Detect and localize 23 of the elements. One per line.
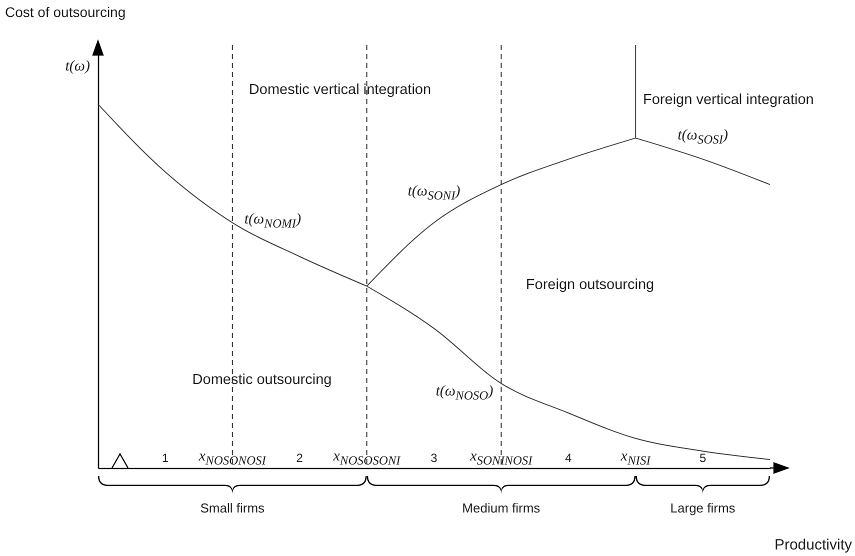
- series-label: t(ω$_{SOSI}$): [678, 127, 728, 146]
- annotation: Domestic outsourcing: [192, 372, 332, 388]
- x-tick-label: 4: [565, 451, 572, 465]
- text: Large firms: [670, 500, 736, 516]
- chart-title: Cost of outsourcing: [5, 4, 126, 20]
- annotation: Foreign vertical integration: [643, 92, 814, 108]
- text: Small firms: [200, 500, 265, 516]
- x-tick-label: x$_{NOSOSONI}$: [333, 448, 400, 468]
- x-axis-title: Productivity: [774, 536, 852, 554]
- x-tick-label: 3: [430, 451, 438, 465]
- series-label: t(ω$_{SONI}$): [408, 182, 460, 202]
- y-axis-title: t(ω): [65, 58, 90, 74]
- text: Medium firms: [462, 500, 540, 516]
- annotation: Foreign outsourcing: [526, 276, 654, 293]
- series-label: t(ω$_{NOSO}$): [436, 384, 494, 403]
- x-tick-label: x$_{NOSONOSI}$: [198, 448, 266, 468]
- x-tick-label: 5: [699, 451, 706, 465]
- x-tick-label: 1: [162, 451, 169, 465]
- x-tick-label: x$_{NISI}$: [620, 448, 650, 468]
- x-tick-label: x$_{SONINOSI}$: [470, 448, 532, 468]
- annotation: Domestic vertical integration: [248, 82, 432, 98]
- series-label: t(ω$_{NOMI}$): [244, 210, 302, 230]
- x-tick-label: 2: [296, 451, 303, 465]
